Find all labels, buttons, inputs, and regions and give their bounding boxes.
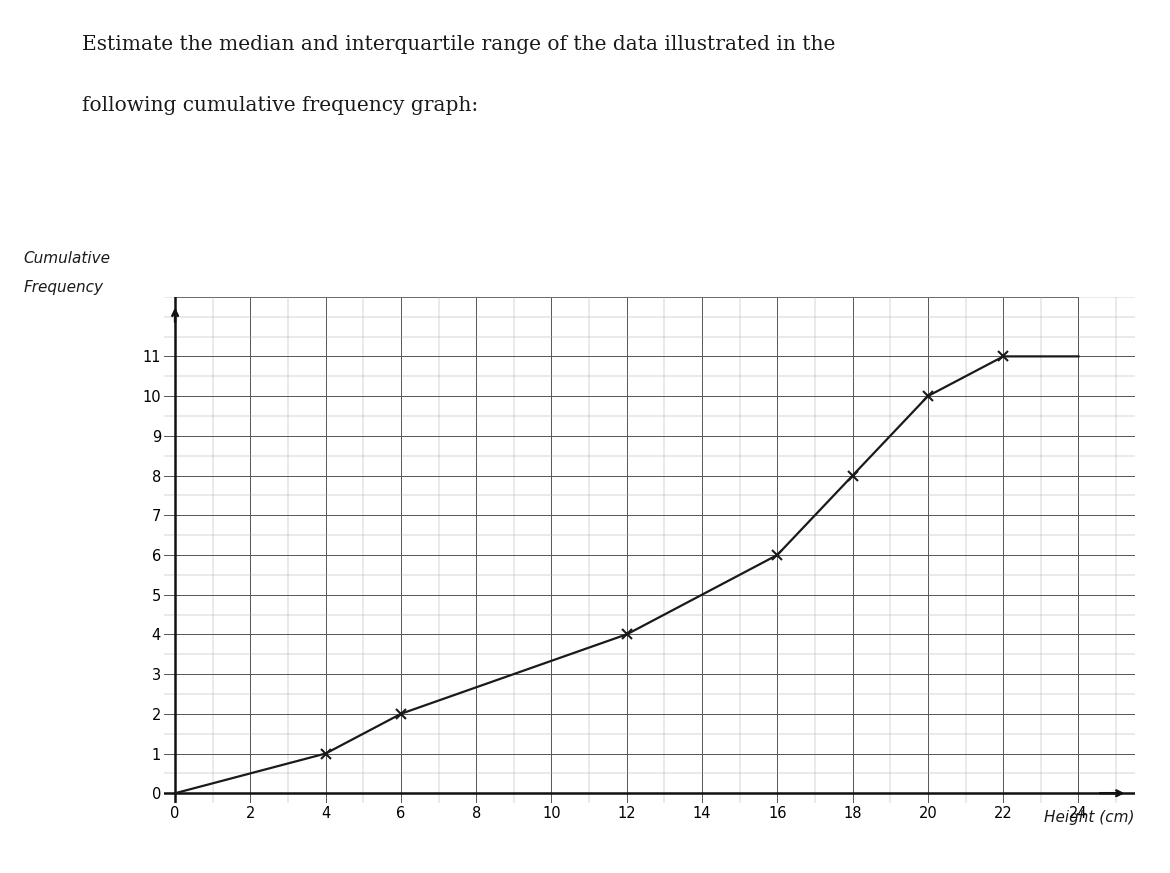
Text: Frequency: Frequency <box>23 280 103 295</box>
Text: Cumulative: Cumulative <box>23 251 110 266</box>
Text: following cumulative frequency graph:: following cumulative frequency graph: <box>82 96 479 115</box>
Text: Height (cm): Height (cm) <box>1045 810 1135 825</box>
Text: Estimate the median and interquartile range of the data illustrated in the: Estimate the median and interquartile ra… <box>82 35 835 54</box>
